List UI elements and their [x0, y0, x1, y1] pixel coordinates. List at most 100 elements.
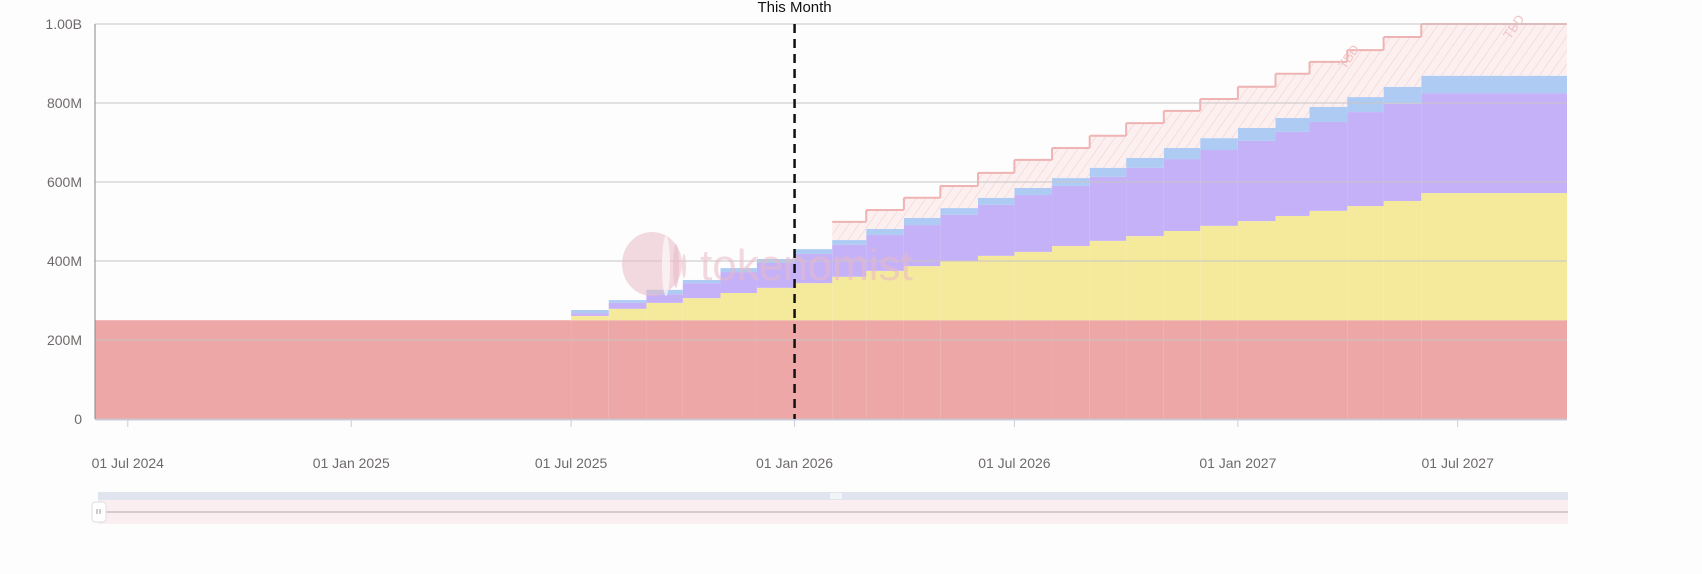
navigator-left-handle[interactable]	[91, 501, 107, 523]
tbd-segment	[977, 172, 1015, 198]
yellow-step	[1014, 251, 1053, 321]
purple-step	[1126, 167, 1164, 237]
watermark-text: tokenomist	[700, 241, 913, 290]
yellow-step	[720, 292, 757, 321]
tbd-segment	[1163, 110, 1201, 149]
yellow-step	[1421, 193, 1567, 321]
tbd-segment	[903, 197, 941, 218]
base-step	[1383, 320, 1422, 419]
blue-step	[1089, 167, 1127, 177]
base-step	[646, 320, 683, 419]
blue-step	[1347, 97, 1384, 113]
base-step	[794, 320, 833, 419]
x-tick-label: 01 Jan 2026	[756, 455, 833, 471]
base-step	[1275, 320, 1310, 419]
tbd-segment	[940, 185, 978, 209]
scrollbar-grip-icon[interactable]	[830, 493, 842, 499]
purple-step	[646, 294, 683, 303]
tbd-segment	[1347, 50, 1384, 98]
tbd-segment	[1383, 37, 1422, 87]
purple-step	[720, 272, 757, 293]
base-step	[1163, 320, 1201, 419]
x-tick-label: 01 Jul 2026	[978, 455, 1051, 471]
purple-step	[794, 253, 833, 284]
purple-step	[1275, 131, 1310, 216]
blue-step	[940, 208, 978, 215]
blue-step	[1163, 148, 1201, 160]
y-tick-label: 800M	[47, 95, 82, 111]
y-tick-label: 600M	[47, 174, 82, 190]
tbd-segment	[1200, 99, 1238, 139]
blue-step	[1200, 138, 1238, 151]
base-step	[903, 320, 941, 419]
blue-step	[1014, 187, 1053, 196]
purple-step	[571, 313, 609, 316]
yellow-step	[1200, 225, 1238, 321]
purple-step	[756, 262, 795, 288]
base-step	[95, 320, 572, 419]
base-step	[1347, 320, 1384, 419]
yellow-step	[1052, 245, 1090, 321]
tbd-segment	[1275, 73, 1310, 119]
purple-step	[866, 234, 904, 271]
yellow-step	[1275, 215, 1310, 321]
y-tick-label: 0	[74, 411, 82, 427]
blue-step	[682, 279, 721, 284]
purple-step	[1200, 150, 1238, 226]
grid	[95, 23, 1567, 420]
y-axis: 0 200M 400M 600M 800M 1.00B	[45, 16, 96, 427]
tbd-segment	[1237, 86, 1276, 128]
y-tick-label: 1.00B	[45, 16, 82, 32]
blue-step	[720, 268, 757, 273]
base-step	[1126, 320, 1164, 419]
range-navigator[interactable]	[91, 492, 1568, 524]
purple-step	[1237, 140, 1276, 222]
x-tick-label: 01 Jan 2027	[1199, 455, 1276, 471]
yellow-step	[903, 266, 941, 321]
base-step	[1200, 320, 1238, 419]
yellow-step	[1126, 236, 1164, 321]
base-step	[1089, 320, 1127, 419]
yellow-step	[1089, 240, 1127, 321]
base-step	[1014, 320, 1053, 419]
yellow-step	[1163, 230, 1201, 321]
blue-step	[794, 249, 833, 254]
watermark-logo: tokenomist	[622, 232, 913, 296]
base-step	[1237, 320, 1276, 419]
blue-step	[903, 217, 941, 226]
blue-step	[1126, 157, 1164, 168]
this-month-label: This Month	[757, 0, 831, 16]
yellow-step	[682, 298, 721, 321]
x-axis: 01 Jul 2024 01 Jan 2025 01 Jul 2025 01 Jan …	[92, 419, 1567, 471]
purple-step	[1347, 112, 1384, 207]
yellow-step	[1237, 221, 1276, 321]
blue-step	[977, 197, 1015, 205]
yellow-step	[832, 276, 867, 321]
tbd-segment	[832, 221, 867, 241]
base-step	[977, 320, 1015, 419]
blue-step	[1275, 118, 1310, 132]
y-tick-label: 200M	[47, 332, 82, 348]
purple-step	[940, 214, 978, 261]
base-step	[866, 320, 904, 419]
base-step	[1052, 320, 1090, 419]
yellow-step	[608, 308, 647, 321]
purple-step	[1089, 176, 1127, 241]
tbd-segment	[1014, 159, 1053, 188]
this-month-marker: This Month	[757, 0, 832, 419]
yellow-step	[866, 270, 904, 321]
base-step	[571, 320, 609, 419]
yellow-step	[1347, 206, 1384, 321]
purple-step	[1163, 159, 1201, 231]
blue-step	[1383, 86, 1422, 104]
yellow-step	[646, 302, 683, 321]
base-step	[1421, 320, 1567, 419]
base-step	[720, 320, 757, 419]
base-step	[608, 320, 647, 419]
blue-step	[1309, 106, 1348, 122]
base-step	[682, 320, 721, 419]
blue-step	[866, 229, 904, 235]
blue-step	[571, 309, 609, 314]
